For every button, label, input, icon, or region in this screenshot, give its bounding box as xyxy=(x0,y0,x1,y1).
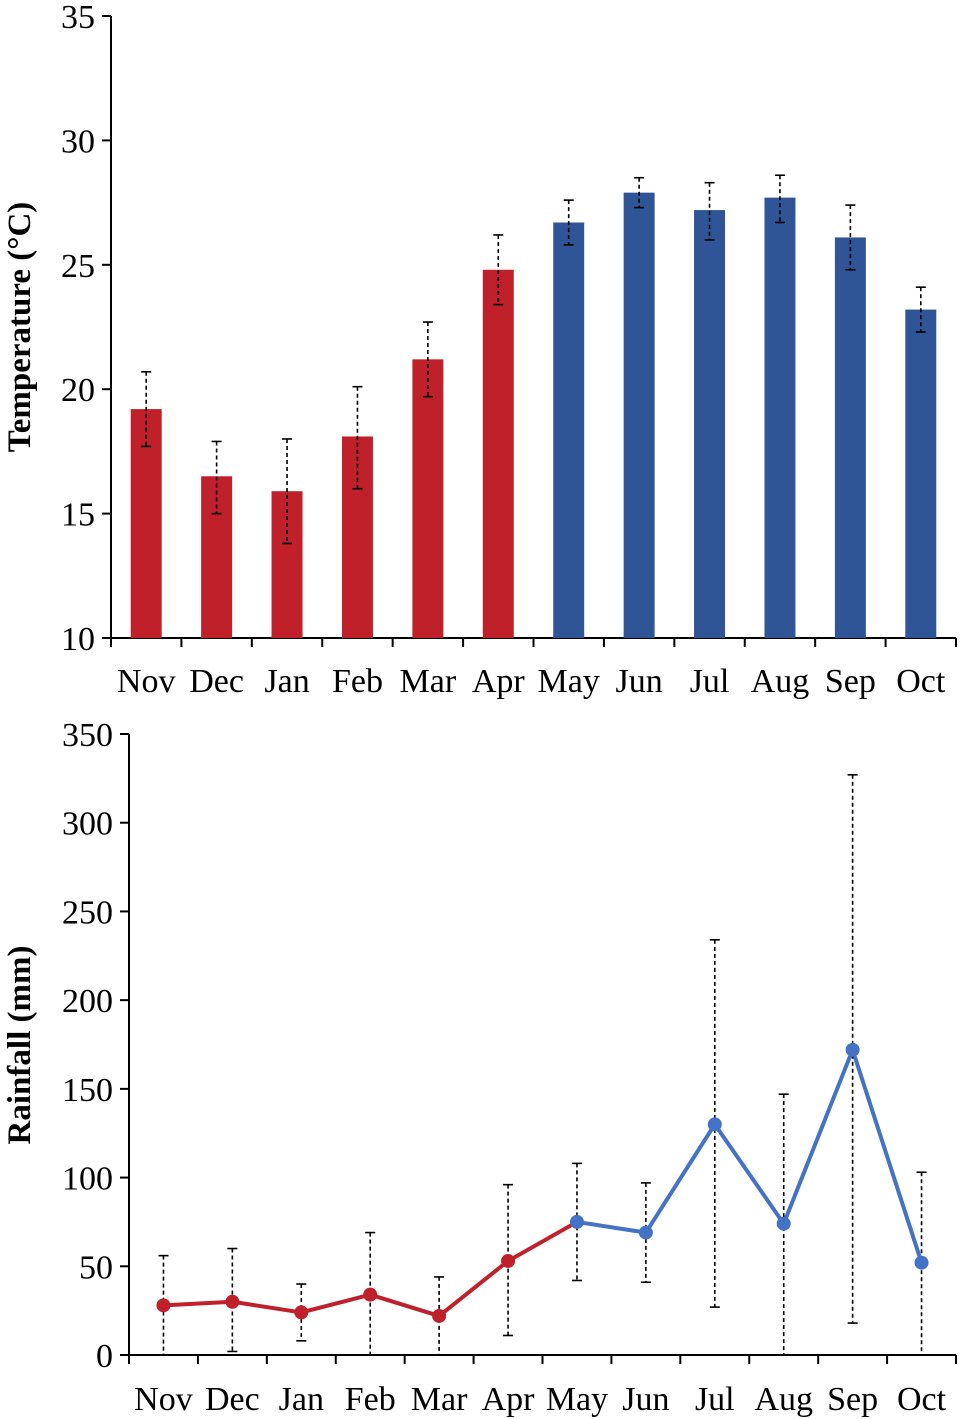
rainfall-x-tick-label: Sep xyxy=(827,1381,878,1418)
temperature-x-tick-label: Sep xyxy=(825,663,876,700)
temperature-x-tick-label: Jul xyxy=(690,663,730,700)
rainfall-point xyxy=(225,1294,240,1309)
temperature-x-tick-label: Feb xyxy=(332,663,383,700)
temperature-x-tick-label: Jun xyxy=(616,663,663,700)
temperature-y-tick-label: 10 xyxy=(61,621,95,658)
temperature-x-tick-label: Nov xyxy=(117,663,176,700)
rainfall-series-segment xyxy=(850,1047,924,1265)
temperature-x-tick-label: Mar xyxy=(400,663,457,700)
rainfall-series-segment xyxy=(368,1292,442,1318)
temperature-y-tick-label: 30 xyxy=(61,123,95,160)
rainfall-y-tick-label: 250 xyxy=(62,894,113,931)
rainfall-x-tick-label: Nov xyxy=(134,1381,193,1418)
rainfall-series-segment xyxy=(230,1299,304,1315)
temperature-x-tick-label: Apr xyxy=(472,663,526,700)
rainfall-x-tick-label: Feb xyxy=(345,1381,396,1418)
rainfall-point xyxy=(363,1287,378,1302)
temperature-bar xyxy=(482,269,514,638)
rainfall-x-tick-label: Jun xyxy=(622,1381,669,1418)
rainfall-point xyxy=(294,1305,309,1320)
rainfall-x-tick-label: Oct xyxy=(897,1381,947,1418)
rainfall-x-tick-label: Jul xyxy=(695,1381,735,1418)
rainfall-point xyxy=(156,1298,171,1313)
rainfall-point xyxy=(501,1253,516,1268)
rainfall-y-tick-label: 50 xyxy=(79,1249,113,1286)
temperature-y-tick-label: 25 xyxy=(61,248,95,285)
temperature-x-tick-label: May xyxy=(538,663,600,700)
temperature-y-tick-label: 20 xyxy=(61,372,95,409)
rainfall-y-tick-label: 200 xyxy=(62,983,113,1020)
rainfall-y-tick-label: 0 xyxy=(96,1338,113,1375)
temperature-y-tick-label: 35 xyxy=(61,0,95,36)
rainfall-point xyxy=(776,1216,791,1231)
rainfall-series-segment xyxy=(437,1258,511,1318)
rainfall-x-tick-label: Aug xyxy=(754,1381,813,1418)
rainfall-x-tick-label: Apr xyxy=(482,1381,536,1418)
temperature-x-tick-label: Oct xyxy=(896,663,946,700)
temperature-bar xyxy=(553,222,585,638)
rainfall-y-tick-label: 350 xyxy=(62,717,113,754)
temperature-x-tick-label: Dec xyxy=(189,663,244,700)
temperature-bar xyxy=(130,409,162,638)
rainfall-series-segment xyxy=(643,1122,717,1235)
rainfall-chart: Rainfall (mm) 0 50 100 150 200 250 300 350 Nov De… xyxy=(2,717,957,1418)
rainfall-point xyxy=(638,1225,653,1240)
temperature-x-tick-label: Jan xyxy=(264,663,309,700)
temperature-bar xyxy=(341,436,373,638)
temperature-bar xyxy=(905,309,937,638)
rainfall-series-segment xyxy=(161,1299,235,1308)
temperature-bar xyxy=(623,192,655,638)
rainfall-point xyxy=(914,1255,929,1270)
temperature-bar xyxy=(271,491,303,638)
temperature-chart: Temperature (°C) 10 15 20 25 30 35 Nov Dec Jan Fe… xyxy=(2,0,957,700)
rainfall-point xyxy=(707,1117,722,1132)
rainfall-series-segment xyxy=(712,1122,786,1226)
temperature-bar xyxy=(764,197,796,638)
rainfall-y-tick-label: 300 xyxy=(62,806,113,843)
temperature-axis-title: Temperature (°C) xyxy=(2,202,38,453)
rainfall-y-tick-label: 150 xyxy=(62,1072,113,1109)
rainfall-series-segment xyxy=(781,1047,855,1226)
rainfall-point xyxy=(845,1042,860,1057)
rainfall-point xyxy=(569,1214,584,1229)
temperature-x-tick-label: Aug xyxy=(751,663,810,700)
temperature-bar xyxy=(412,359,444,638)
rainfall-x-tick-label: Dec xyxy=(205,1381,260,1418)
rainfall-axis-title: Rainfall (mm) xyxy=(2,946,38,1145)
rainfall-point xyxy=(432,1308,447,1323)
rainfall-series-segment xyxy=(506,1219,579,1263)
rainfall-x-tick-label: May xyxy=(546,1381,608,1418)
rainfall-x-tick-label: Mar xyxy=(411,1381,468,1418)
temperature-y-tick-label: 15 xyxy=(61,497,95,534)
rainfall-series-segment xyxy=(574,1219,648,1235)
rainfall-series-segment xyxy=(299,1292,373,1315)
rainfall-y-tick-label: 100 xyxy=(62,1161,113,1198)
temperature-bar xyxy=(201,476,233,638)
temperature-bar xyxy=(694,210,726,638)
temperature-bar xyxy=(834,237,866,638)
rainfall-x-tick-label: Jan xyxy=(279,1381,324,1418)
